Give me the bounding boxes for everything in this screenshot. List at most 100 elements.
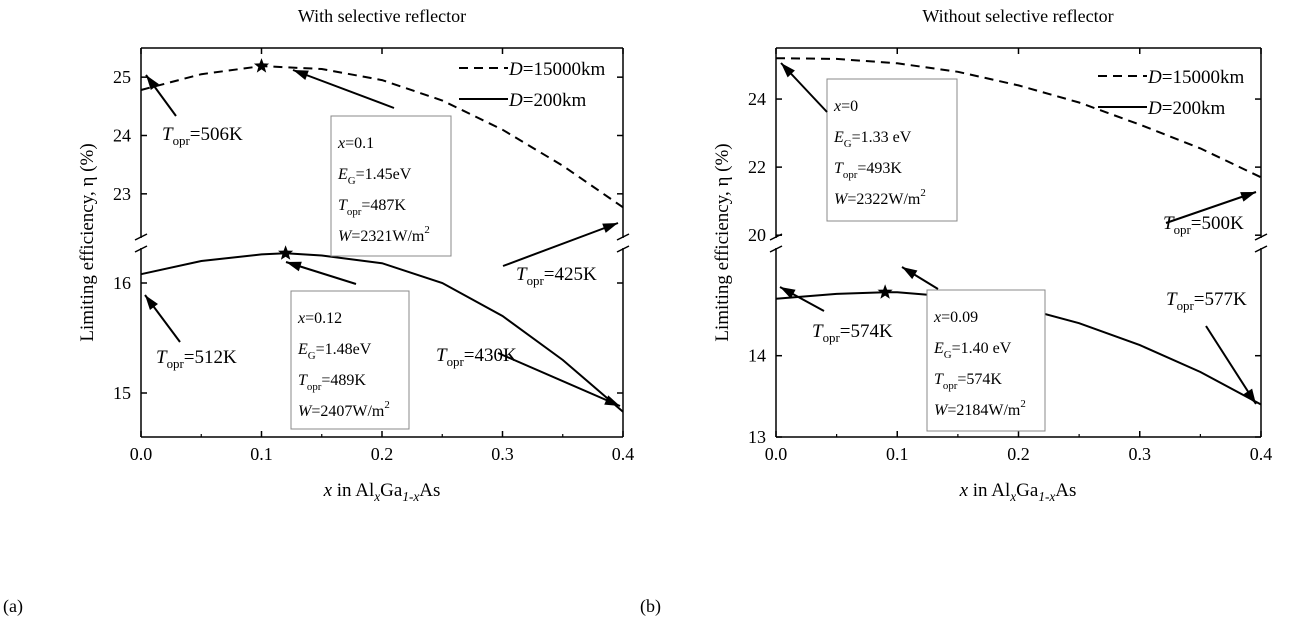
callout-label: Topr=574K: [812, 321, 893, 345]
y-tick-label: 23: [113, 184, 131, 204]
optimum-star-marker: [278, 245, 294, 260]
arrow-shaft: [292, 69, 395, 109]
x-tick-label: 0.2: [1007, 444, 1030, 464]
axis-break-mark: [1254, 245, 1268, 253]
annotation-box-line: x=0.1: [337, 135, 374, 152]
annotation-box: [330, 115, 452, 257]
arrow-head: [902, 267, 918, 280]
callout-arrow: [285, 261, 357, 285]
legend-entry-label: D=15000km: [508, 59, 605, 80]
x-tick-label: 0.3: [1129, 444, 1152, 464]
callout-arrow: [497, 352, 621, 407]
annotation-box: [826, 78, 958, 222]
arrow-head: [602, 223, 618, 233]
arrow-head: [293, 70, 309, 80]
panel-label: (b): [640, 596, 661, 617]
axis-break-mark: [616, 233, 630, 241]
arrow-head: [145, 295, 158, 311]
chart-panel-a: With selective reflector 0.0 0.1 0.2 0.3 0.4 2…: [3, 6, 634, 617]
series-line-d15000km: [775, 57, 1262, 179]
annotation-box-line: Topr=487K: [338, 197, 406, 218]
axis-break-mark: [134, 233, 148, 241]
callout-arrow: [901, 266, 939, 290]
series-line-d200km: [140, 252, 624, 413]
legend-entry-label: D=15000km: [1147, 67, 1244, 88]
arrow-head: [1243, 388, 1256, 404]
annotation-box-line: W=2407W/m2: [298, 399, 390, 420]
arrow-head: [1240, 192, 1256, 202]
arrow-shaft: [502, 222, 619, 267]
arrow-head: [780, 287, 796, 299]
axis-break-mark: [1254, 233, 1268, 241]
x-tick-label: 0.1: [250, 444, 273, 464]
y-tick-label: 22: [748, 157, 766, 177]
callout-arrow: [144, 294, 181, 343]
y-tick-label: 24: [748, 89, 766, 109]
annotation-box-line: W=2322W/m2: [834, 187, 926, 208]
annotation-box-line: x=0.09: [933, 309, 978, 326]
axis-break-mark: [134, 245, 148, 253]
y-tick-label: 13: [748, 427, 766, 447]
annotation-box-line: EG=1.48eV: [297, 341, 372, 362]
y-tick-label: 15: [113, 383, 131, 403]
callout-label: Topr=506K: [162, 124, 243, 148]
annotation-box-line: Topr=574K: [934, 371, 1002, 392]
annotation-box-line: W=2321W/m2: [338, 224, 430, 245]
arrow-head: [781, 63, 795, 78]
x-tick-label: 0.3: [491, 444, 514, 464]
x-axis-label: x in AlxGa1-xAs: [323, 480, 441, 504]
panel-label: (a): [3, 596, 23, 617]
x-tick-label: 0.1: [886, 444, 909, 464]
x-tick-label: 0.0: [765, 444, 788, 464]
arrow-head: [286, 261, 302, 272]
x-tick-label: 0.0: [130, 444, 153, 464]
annotation-box-line: EG=1.33 eV: [833, 129, 912, 150]
chart-title: With selective reflector: [298, 6, 466, 26]
callout-arrow: [780, 62, 828, 113]
legend-entry-label: D=200km: [1147, 98, 1225, 119]
axis-break-mark: [769, 245, 783, 253]
callout-arrow: [145, 74, 177, 117]
arrow-head: [146, 75, 159, 91]
callout-arrow: [292, 69, 395, 109]
callout-arrow: [779, 286, 825, 312]
chart-title: Without selective reflector: [922, 6, 1113, 26]
legend-entry-label: D=200km: [508, 90, 586, 111]
optimum-star-marker: [877, 284, 893, 299]
y-tick-label: 16: [113, 273, 131, 293]
x-tick-label: 0.4: [612, 444, 635, 464]
annotation-box-line: EG=1.40 eV: [933, 340, 1012, 361]
x-tick-label: 0.2: [371, 444, 394, 464]
annotation-box: [926, 289, 1046, 432]
annotation-box-line: x=0.12: [297, 310, 342, 327]
callout-label: Topr=512K: [156, 347, 237, 371]
axis-break-mark: [616, 245, 630, 253]
arrow-shaft: [1165, 191, 1257, 224]
callout-label: Topr=425K: [516, 264, 597, 288]
annotation-box-line: Topr=489K: [298, 372, 366, 393]
callout-arrow: [1165, 191, 1257, 224]
y-tick-label: 25: [113, 67, 131, 87]
annotation-box-line: x=0: [833, 98, 858, 115]
x-tick-label: 0.4: [1250, 444, 1273, 464]
callout-arrow: [502, 222, 619, 267]
annotation-box-line: EG=1.45eV: [337, 166, 412, 187]
callout-arrow: [1205, 325, 1257, 405]
arrow-shaft: [1205, 325, 1257, 405]
callout-label: Topr=500K: [1163, 213, 1244, 237]
y-axis-label: Limiting efficiency, η (%): [77, 143, 98, 341]
series-line-d15000km: [140, 65, 624, 209]
arrow-head: [604, 395, 620, 406]
y-tick-label: 20: [748, 225, 766, 245]
callout-label: Topr=577K: [1166, 289, 1247, 313]
y-tick-label: 24: [113, 126, 131, 146]
y-tick-label: 14: [748, 346, 766, 366]
optimum-star-marker: [253, 58, 270, 73]
annotation-box-line: W=2184W/m2: [934, 398, 1026, 419]
x-axis-label: x in AlxGa1-xAs: [959, 480, 1077, 504]
y-axis-label: Limiting efficiency, η (%): [712, 143, 733, 341]
annotation-box: [290, 290, 410, 430]
arrow-shaft: [497, 352, 621, 407]
callout-label: Topr=430K: [436, 345, 517, 369]
